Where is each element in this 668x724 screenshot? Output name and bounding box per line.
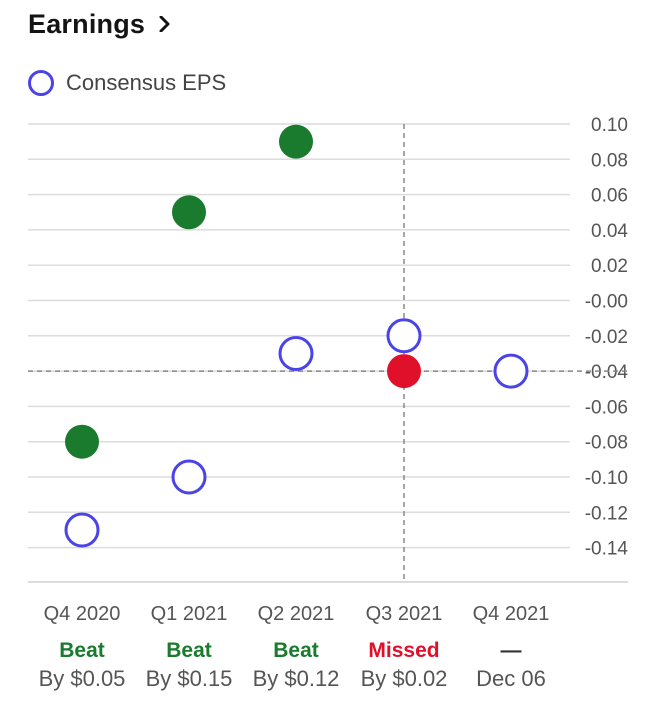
x-tick-label: Q4 2021 — [473, 603, 550, 625]
actual-eps-point — [172, 195, 206, 230]
y-tick-label: 0.02 — [591, 256, 628, 277]
result-status: Beat — [273, 639, 319, 662]
consensus-eps-point — [386, 318, 422, 354]
y-tick-label: -0.06 — [585, 397, 628, 418]
y-tick-label: -0.00 — [585, 292, 628, 313]
legend-label: Consensus EPS — [66, 70, 227, 95]
consensus-eps-point — [278, 335, 314, 371]
chart-legend: Consensus EPS — [28, 66, 226, 100]
page-title: Earnings — [28, 8, 146, 39]
x-tick-label: Q1 2021 — [151, 603, 228, 625]
actual-eps-point — [387, 354, 421, 389]
result-status: Beat — [59, 639, 105, 662]
y-tick-label: -0.02 — [585, 327, 628, 348]
earnings-header[interactable]: Earnings — [28, 6, 173, 42]
chevron-right-icon[interactable] — [157, 15, 173, 33]
y-tick-label: 0.10 — [591, 115, 628, 136]
result-detail: By $0.02 — [361, 666, 448, 691]
x-tick-label: Q4 2020 — [44, 603, 121, 625]
consensus-eps-point — [493, 353, 529, 389]
y-tick-label: -0.04 — [585, 362, 629, 383]
y-tick-label: -0.10 — [585, 468, 628, 489]
actual-eps-point — [65, 424, 99, 459]
y-tick-label: 0.08 — [591, 150, 628, 171]
actual-eps-point — [279, 124, 313, 159]
x-tick-label: Q2 2021 — [258, 603, 335, 625]
y-tick-label: -0.12 — [585, 503, 628, 524]
result-status: Missed — [368, 639, 439, 662]
result-detail: By $0.15 — [146, 666, 233, 691]
result-status: Beat — [166, 639, 212, 662]
consensus-eps-point — [64, 512, 100, 548]
result-detail: Dec 06 — [476, 666, 546, 691]
y-tick-label: 0.06 — [591, 186, 628, 207]
y-tick-label: -0.14 — [585, 539, 629, 560]
result-status: — — [501, 639, 522, 662]
y-tick-label: -0.08 — [585, 433, 628, 454]
consensus-legend-marker — [28, 70, 54, 96]
result-detail: By $0.05 — [39, 666, 126, 691]
x-tick-label: Q3 2021 — [366, 603, 443, 625]
result-detail: By $0.12 — [253, 666, 340, 691]
consensus-eps-point — [171, 459, 207, 495]
y-tick-label: 0.04 — [591, 221, 628, 242]
